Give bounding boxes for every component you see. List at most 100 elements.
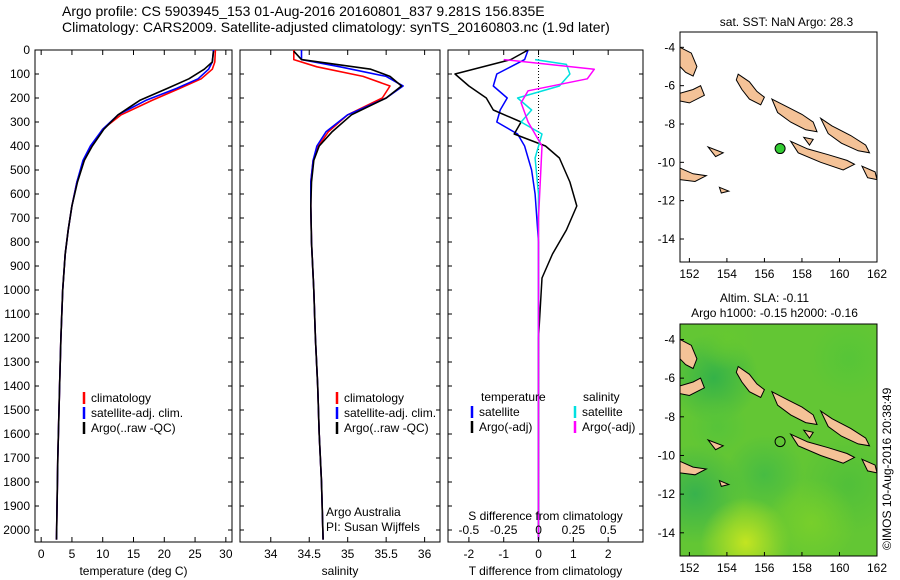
depth-tick-label: 500	[10, 163, 30, 177]
depth-tick-label: 400	[10, 139, 30, 153]
figure-title-line2: Climatology: CARS2009. Satellite-adjuste…	[62, 19, 610, 35]
depth-tick-label: 1200	[3, 331, 30, 345]
difference-s-tick-label: 0.5	[600, 523, 617, 537]
difference-legend-temperature-label: satellite	[479, 405, 520, 419]
depth-tick-label: 1300	[3, 355, 30, 369]
sst_map-landmass	[819, 116, 871, 154]
salinity-series-2	[293, 50, 403, 540]
figure-title-line1: Argo profile: CS 5903945_153 01-Aug-2016…	[62, 3, 545, 19]
sst_map-landmass	[680, 85, 706, 104]
sla_map-x-tick-label: 160	[829, 561, 849, 575]
sla-field-patch	[696, 324, 757, 370]
sst_map-y-tick-label: -14	[658, 232, 676, 246]
difference-s-axis-label: S difference from climatology	[468, 509, 623, 523]
difference-legend-temperature-title: temperature	[481, 390, 546, 404]
sst_map-y-tick-label: -10	[658, 155, 676, 169]
temperature-x-tick-label: 30	[219, 547, 233, 561]
difference-t-tick-label: -2	[464, 547, 475, 561]
temperature-plot-frame	[34, 49, 233, 543]
salinity-x-tick-label: 35.5	[374, 547, 398, 561]
difference-series-2	[516, 58, 571, 540]
sla_map-y-tick-label: -10	[658, 448, 676, 462]
temperature-x-axis-label: temperature (deg C)	[79, 564, 187, 578]
difference-series-3	[503, 58, 596, 540]
sla-field-patch	[808, 324, 877, 399]
depth-tick-label: 1400	[3, 379, 30, 393]
temperature-series-1	[55, 49, 215, 540]
temperature-x-tick-label: 20	[158, 547, 172, 561]
sst_map-x-tick-label: 154	[717, 267, 737, 281]
temperature-x-tick-label: 15	[127, 547, 141, 561]
depth-tick-label: 1700	[3, 451, 30, 465]
sla_map-frame	[679, 323, 878, 557]
sst_map-landmass	[706, 145, 725, 158]
difference-s-tick-label: 0.25	[562, 523, 586, 537]
depth-tick-label: 1100	[4, 307, 30, 321]
difference-legend-salinity-title: salinity	[583, 390, 620, 404]
difference-s-tick-label: 0	[535, 523, 542, 537]
sst_map-landmass	[680, 167, 708, 183]
salinity-legend-label: Argo(..raw -QC)	[344, 421, 429, 435]
difference-t-tick-label: 0	[535, 547, 542, 561]
sst_map-landmass	[770, 98, 818, 133]
difference-legend-salinity-label: Argo(-adj)	[582, 420, 635, 434]
depth-tick-label: 100	[10, 67, 30, 81]
depth-tick-label: 1900	[3, 499, 30, 513]
temperature-legend-label: climatology	[91, 391, 151, 405]
salinity-legend-label: climatology	[344, 391, 404, 405]
salinity-annotation-institution: Argo Australia	[326, 505, 401, 519]
difference-t-tick-label: 2	[605, 547, 612, 561]
sst_map-landmass	[860, 165, 877, 181]
sst-map-title: sat. SST: NaN Argo: 28.3	[720, 15, 854, 29]
sst_map-landmass	[789, 140, 856, 171]
depth-tick-label: 700	[10, 211, 30, 225]
sla-map-subtitle: Argo h1000: -0.15 h2000: -0.16	[691, 306, 858, 320]
temperature-x-tick-label: 0	[38, 547, 45, 561]
difference-series-0	[492, 49, 540, 540]
depth-tick-label: 200	[10, 91, 30, 105]
difference-series-1	[454, 49, 578, 540]
sst_map-x-tick-label: 162	[867, 267, 887, 281]
depth-tick-label: 1600	[3, 427, 30, 441]
depth-tick-label: 1000	[3, 283, 30, 297]
difference-t-tick-label: -1	[498, 547, 509, 561]
temperature-x-tick-label: 25	[188, 547, 202, 561]
sst_map-landmass	[718, 186, 731, 194]
sla_map-x-tick-label: 156	[754, 561, 774, 575]
sla_map-landmass	[680, 460, 708, 476]
sst_map-y-tick-label: -4	[664, 40, 675, 54]
sst_map-y-tick-label: -6	[664, 79, 675, 93]
sla_map-landmass	[706, 438, 725, 451]
temperature-series-2	[55, 51, 215, 540]
sla_map-y-tick-label: -6	[664, 371, 675, 385]
depth-tick-label: 900	[10, 259, 30, 273]
sla_map-landmass	[680, 377, 706, 397]
sla-field-patch	[687, 396, 748, 457]
salinity-annotation-pi: PI: Susan Wijffels	[326, 520, 420, 534]
sst_map-y-tick-label: -8	[664, 117, 675, 131]
sst_map-x-tick-label: 158	[792, 267, 812, 281]
temperature-x-tick-label: 10	[96, 547, 110, 561]
sst_map-landmass	[735, 73, 766, 106]
depth-tick-label: 600	[10, 187, 30, 201]
sla-field-patch	[766, 478, 857, 556]
temperature-legend-label: Argo(..raw -QC)	[91, 421, 176, 435]
sla_map-landmass	[819, 409, 871, 447]
difference-t-tick-label: 1	[570, 547, 577, 561]
difference-t-axis-label: T difference from climatology	[469, 564, 623, 578]
copyright-label: ©IMOS 10-Aug-2016 20:38:49	[880, 387, 894, 550]
depth-tick-label: 1500	[3, 403, 30, 417]
sla_map-y-tick-label: -8	[664, 410, 675, 424]
sla_map-x-tick-label: 152	[679, 561, 699, 575]
sst_map-frame	[679, 31, 878, 263]
difference-legend-temperature-label: Argo(-adj)	[479, 420, 532, 434]
sla_map-x-tick-label: 162	[867, 561, 887, 575]
sla_map-landmass	[802, 429, 815, 439]
difference-s-tick-label: -0.5	[459, 523, 480, 537]
depth-tick-label: 800	[10, 235, 30, 249]
sst_map-landmass	[802, 136, 815, 146]
sst_map-x-tick-label: 152	[679, 267, 699, 281]
sla_map-landmass	[770, 390, 818, 426]
salinity-legend-label: satellite-adj. clim.	[344, 406, 436, 420]
